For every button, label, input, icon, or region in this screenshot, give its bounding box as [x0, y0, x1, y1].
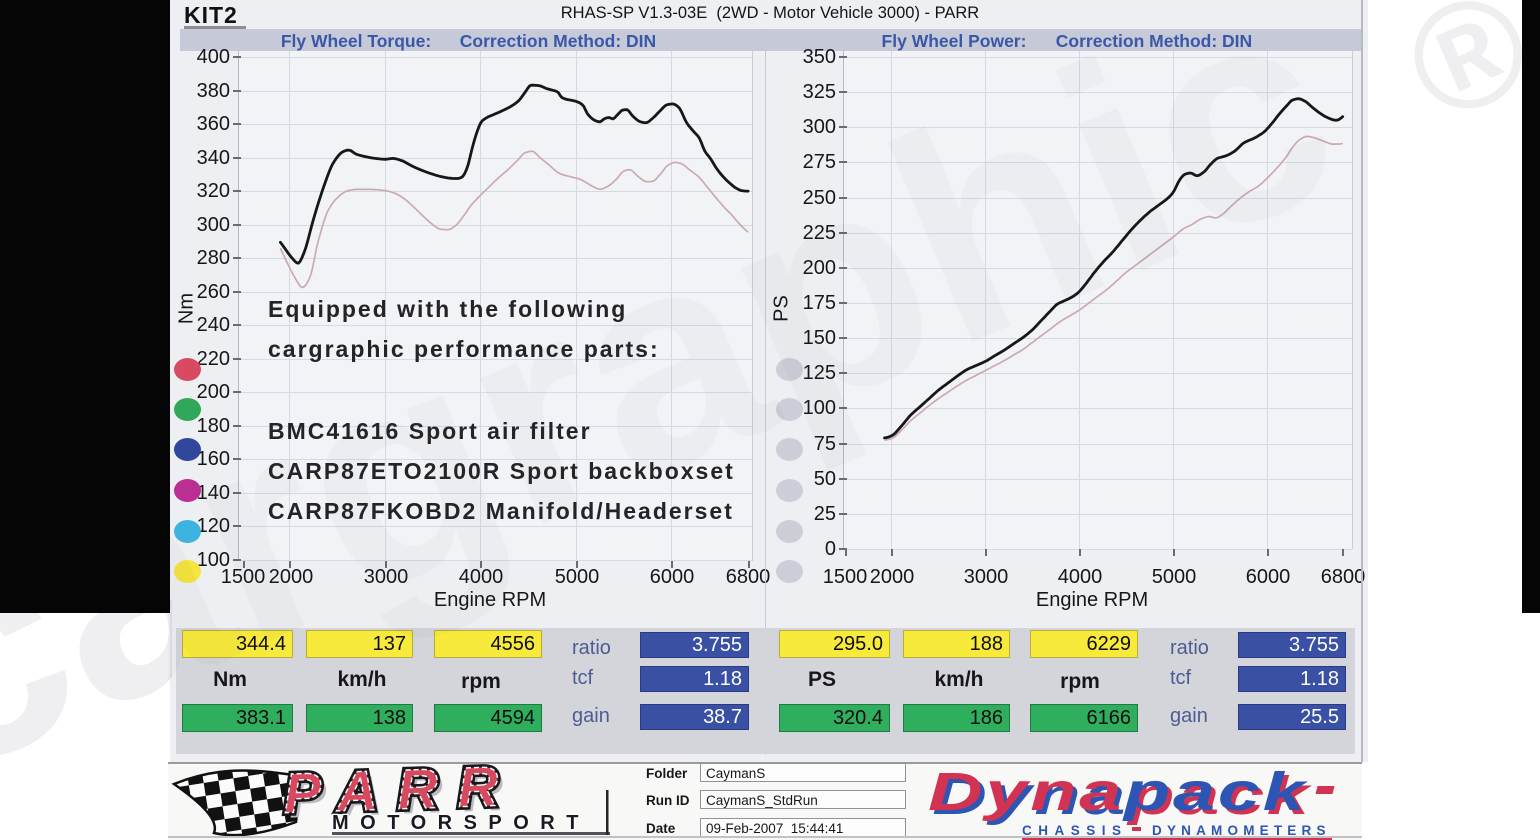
svg-text:Dynapack: Dynapack: [928, 762, 1309, 822]
svg-text:PARR: PARR: [288, 758, 525, 829]
svg-text:PARR: PARR: [283, 758, 520, 825]
svg-text:DYNAMOMETERS: DYNAMOMETERS: [1152, 823, 1331, 838]
svg-text:Dynapack: Dynapack: [932, 766, 1313, 826]
svg-text:MOTORSPORT: MOTORSPORT: [332, 812, 590, 834]
svg-text:CHASSIS: CHASSIS: [1022, 823, 1128, 838]
svg-text:PARR: PARR: [283, 758, 520, 825]
